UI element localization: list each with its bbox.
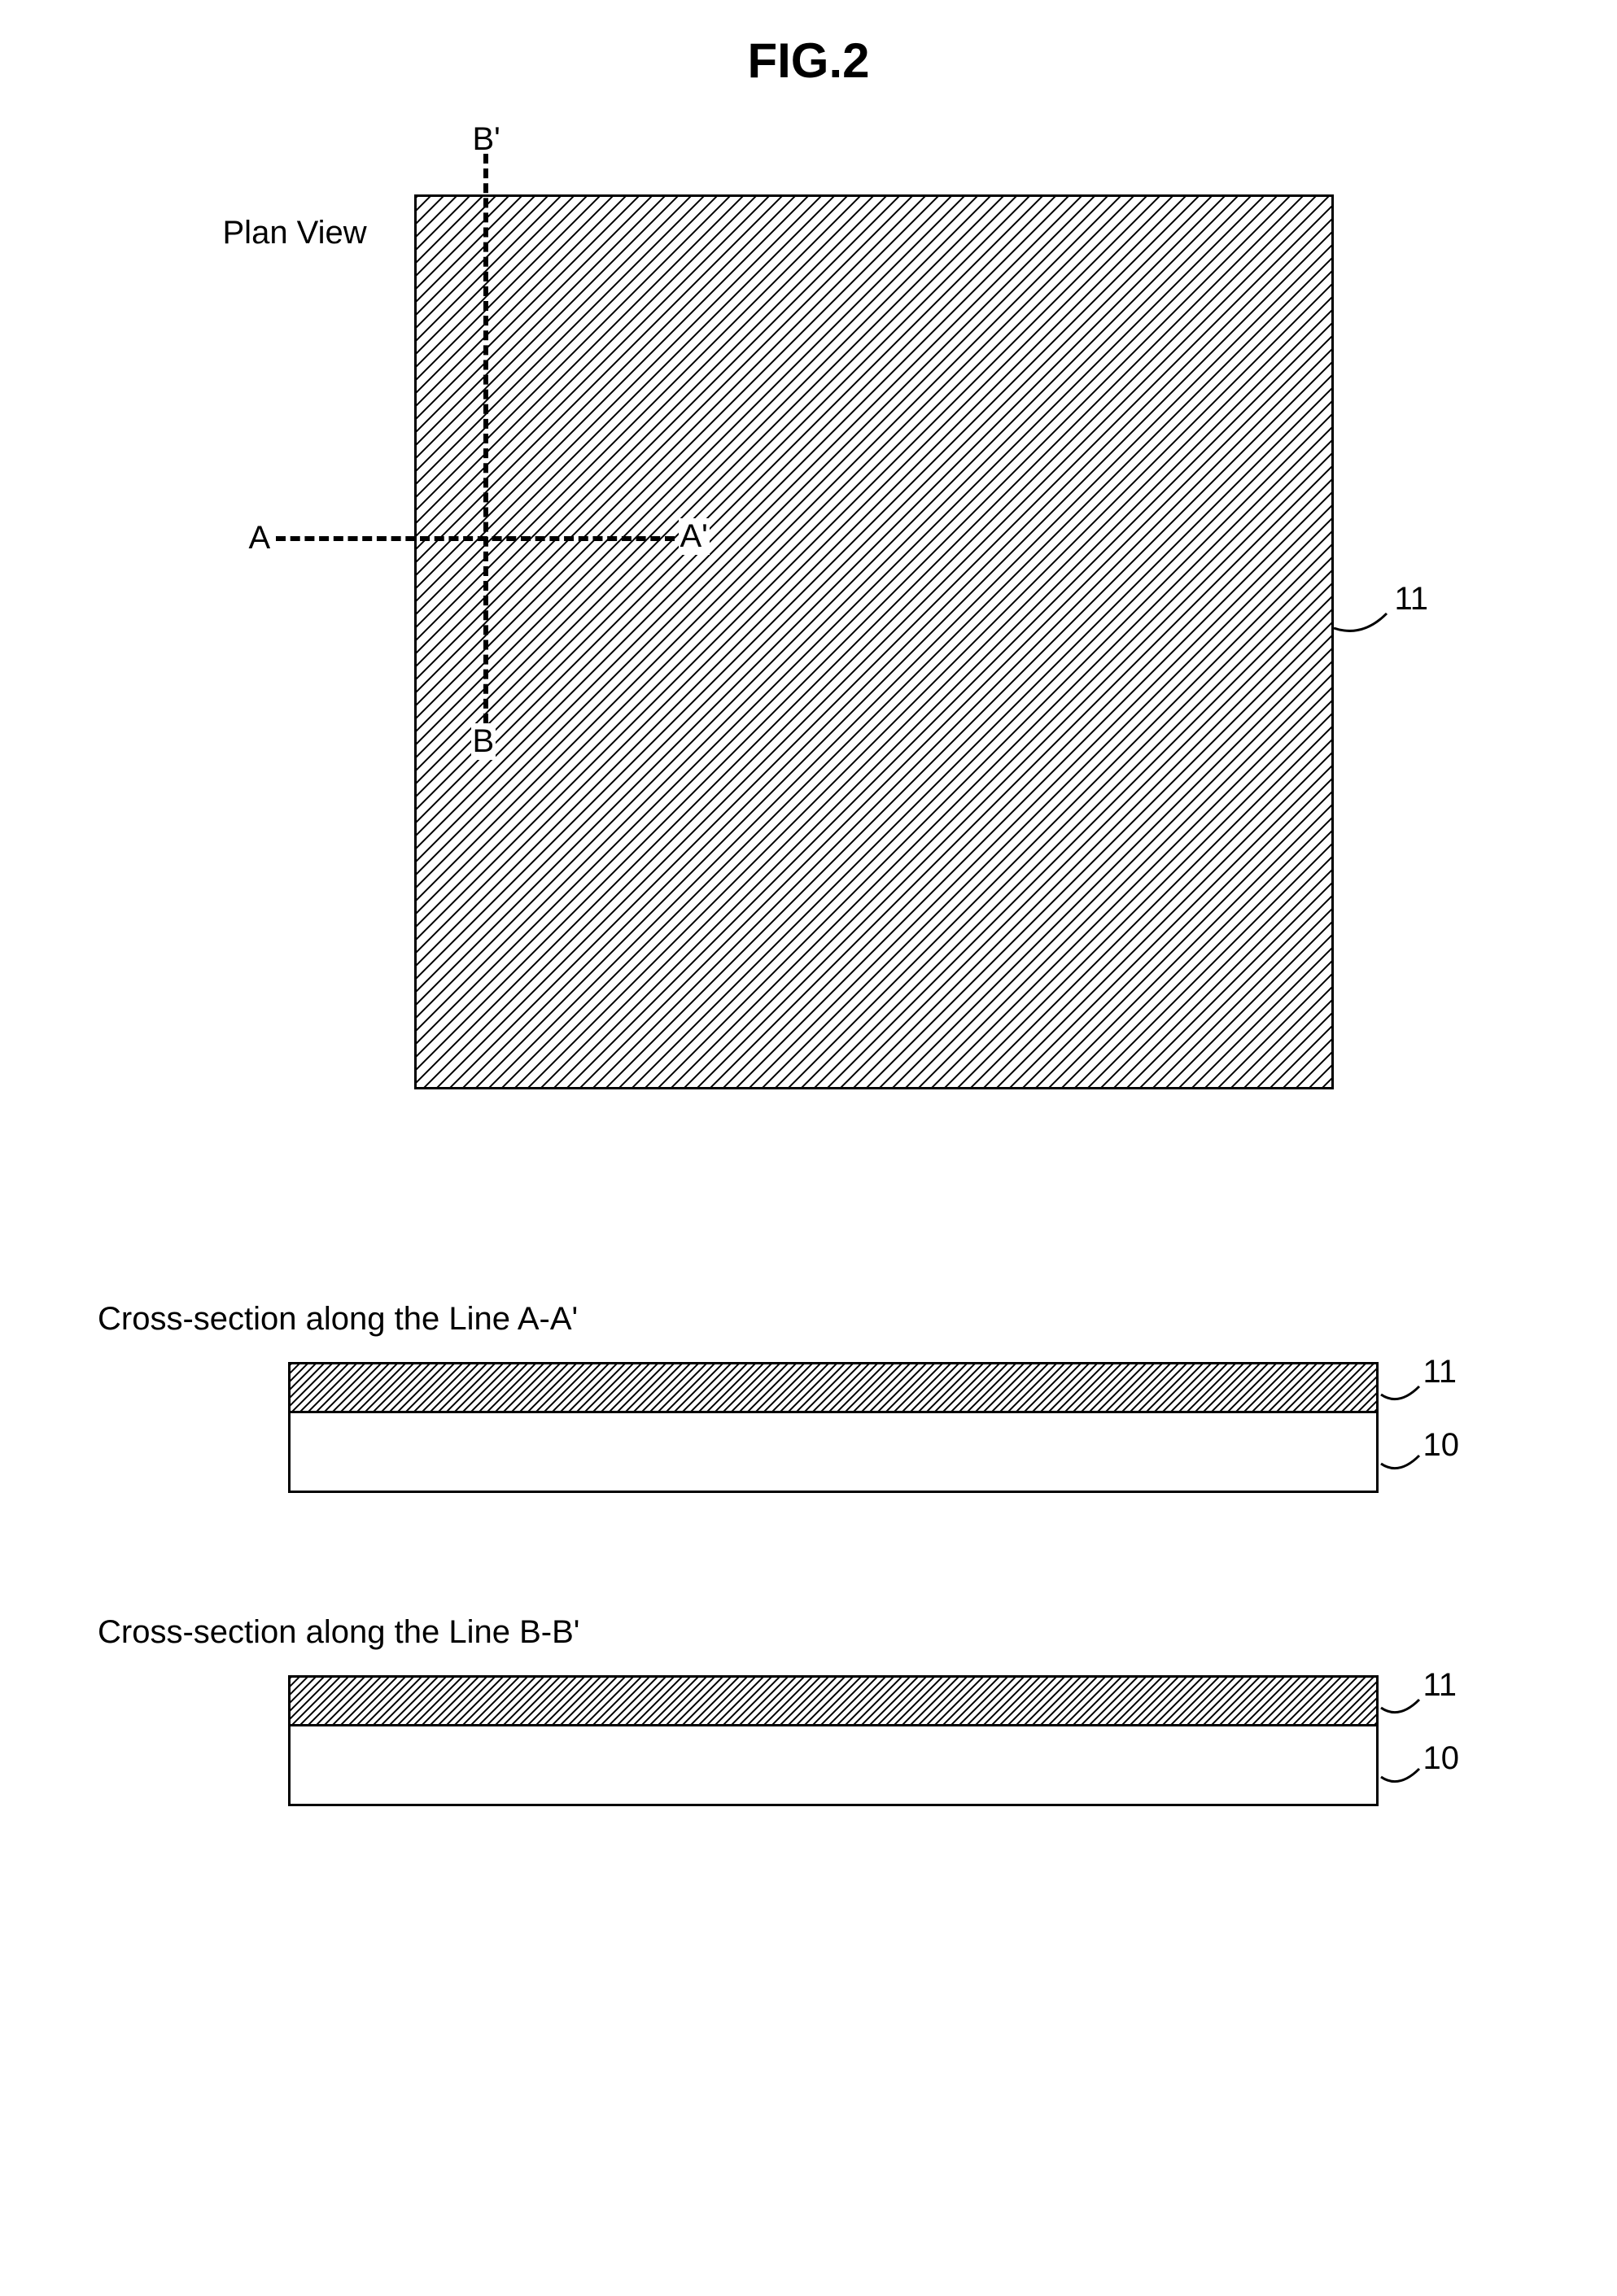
cross-section-a-block: Cross-section along the Line A-A' 11 10: [33, 1301, 1584, 1500]
layer-top-b: [291, 1678, 1376, 1726]
callout-11-b: 11: [1423, 1667, 1457, 1704]
leader-10-b: [1381, 1769, 1419, 1782]
cross-section-b-title: Cross-section along the Line B-B': [98, 1614, 1584, 1651]
leader-11-a: [1381, 1386, 1419, 1399]
line-label-b-end: B': [471, 121, 502, 158]
hatch-pattern-icon: [417, 197, 1331, 1087]
callout-11-plan: 11: [1395, 581, 1429, 618]
cross-section-b-block: Cross-section along the Line B-B' 11 10: [33, 1614, 1584, 1814]
leader-10-a: [1381, 1456, 1419, 1469]
leader-11-plan: [1334, 613, 1387, 631]
hatch-pattern-icon: [291, 1678, 1376, 1724]
layer-bottom-a: [291, 1413, 1376, 1491]
cross-section-a-title: Cross-section along the Line A-A': [98, 1301, 1584, 1338]
hatch-pattern-icon: [291, 1364, 1376, 1411]
layer-top-a: [291, 1364, 1376, 1413]
layer-stack-a: [288, 1362, 1379, 1493]
plan-view-container: Plan View A A' B B' 11: [158, 137, 1460, 1155]
line-label-a-start: A: [247, 520, 273, 557]
callout-10-a: 10: [1423, 1427, 1460, 1464]
layer-stack-b: [288, 1675, 1379, 1806]
callout-10-b: 10: [1423, 1740, 1460, 1777]
layer-bottom-b: [291, 1726, 1376, 1804]
line-label-a-end: A': [679, 518, 710, 555]
plan-view-label: Plan View: [223, 215, 367, 251]
plan-view-square: [414, 194, 1334, 1089]
section-line-b: [483, 154, 488, 723]
figure-title: FIG.2: [33, 33, 1584, 89]
cross-section-a-container: 11 10: [158, 1362, 1460, 1500]
line-label-b-start: B: [471, 723, 496, 760]
leader-11-b: [1381, 1700, 1419, 1713]
callout-11-a: 11: [1423, 1354, 1457, 1390]
cross-section-b-container: 11 10: [158, 1675, 1460, 1814]
section-line-a: [276, 536, 675, 541]
